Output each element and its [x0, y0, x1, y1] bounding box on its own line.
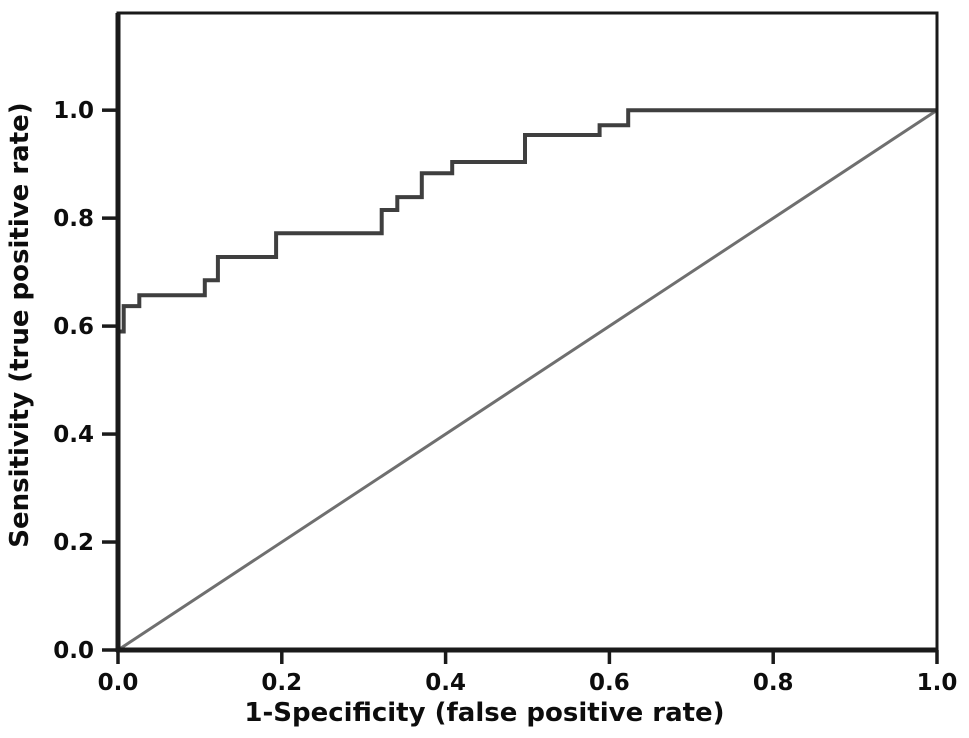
y-axis-title: Sensitivity (true positive rate): [5, 102, 35, 548]
y-tick-label: 1.0: [53, 98, 94, 124]
x-tick-label: 1.0: [917, 670, 958, 696]
x-tick-label: 0.4: [425, 670, 466, 696]
y-tick-label: 0.8: [53, 206, 94, 232]
x-tick-label: 0.0: [98, 670, 139, 696]
roc-curve-line: [118, 108, 937, 334]
y-tick-label: 0.6: [53, 314, 94, 340]
x-tick-label: 0.8: [753, 670, 794, 696]
x-tick-label: 0.2: [261, 670, 302, 696]
x-axis-title: 1-Specificity (false positive rate): [244, 698, 725, 728]
y-tick-label: 0.0: [53, 638, 94, 664]
reference-diagonal-line: [117, 108, 938, 652]
x-tick-label: 0.6: [589, 670, 630, 696]
y-tick-label: 0.4: [53, 422, 94, 448]
y-tick-label: 0.2: [53, 530, 94, 556]
